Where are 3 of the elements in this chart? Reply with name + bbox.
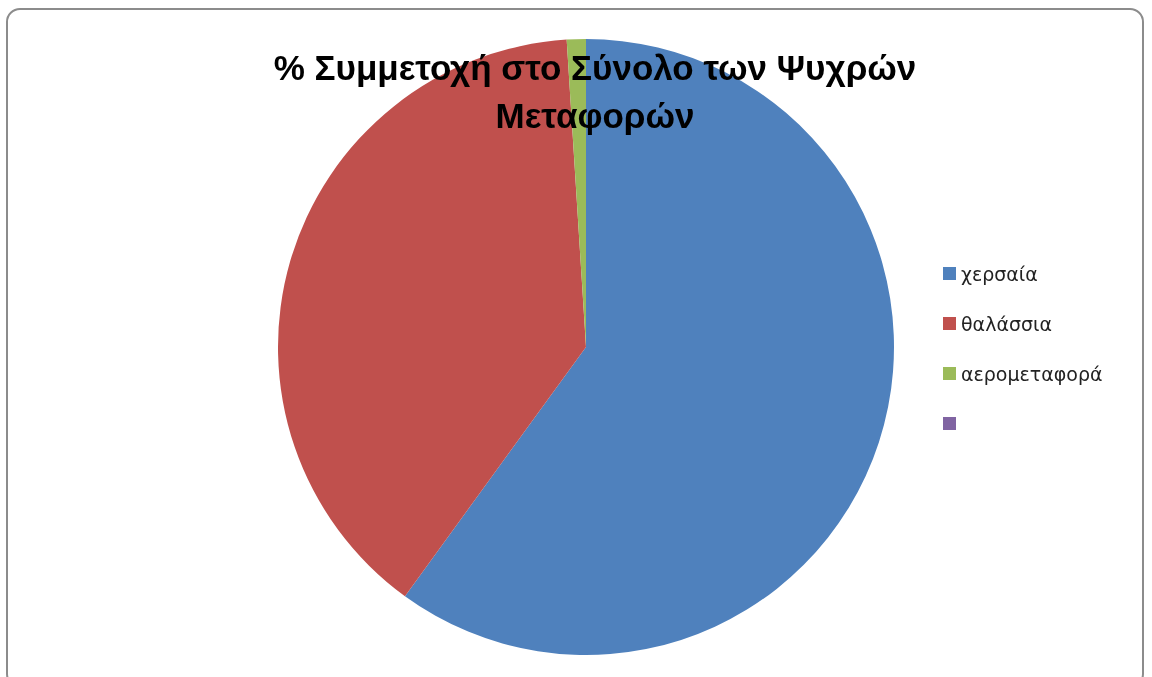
legend-label: θαλάσσια xyxy=(961,312,1052,335)
legend-label: χερσαία xyxy=(961,262,1038,285)
legend-label: αερομεταφορά xyxy=(961,362,1103,385)
